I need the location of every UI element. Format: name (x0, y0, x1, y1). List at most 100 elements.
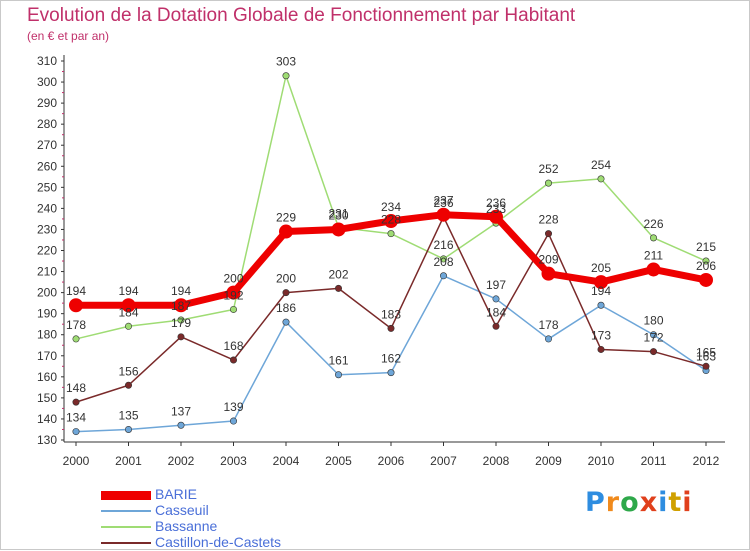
data-point (597, 301, 605, 309)
x-tick-label: 2007 (430, 454, 457, 468)
x-tick-label: 2004 (273, 454, 300, 468)
data-point (174, 298, 188, 313)
data-label: 180 (643, 314, 663, 328)
data-point (649, 348, 657, 356)
data-label: 215 (696, 240, 716, 254)
data-label: 216 (433, 238, 453, 252)
data-label: 165 (696, 345, 716, 359)
data-point (226, 285, 241, 300)
data-label: 234 (381, 200, 401, 214)
data-point (334, 284, 342, 292)
data-point (702, 362, 710, 370)
y-tick-label: 150 (37, 391, 57, 405)
data-label: 194 (66, 284, 86, 298)
data-point (384, 214, 398, 229)
data-point (492, 295, 500, 303)
x-tick-label: 2003 (220, 454, 247, 468)
data-label: 252 (538, 162, 558, 176)
data-point (597, 175, 605, 183)
y-tick-label: 220 (37, 244, 57, 258)
data-point (702, 257, 710, 265)
y-tick-label: 300 (37, 75, 57, 89)
data-point (649, 234, 657, 242)
y-tick-label: 170 (37, 349, 57, 363)
data-point (177, 333, 185, 341)
data-point (387, 230, 395, 238)
y-tick-label: 140 (37, 412, 57, 426)
data-label: 184 (118, 305, 138, 319)
proxiti-logo: Proxiti (585, 487, 693, 518)
y-tick-label: 270 (37, 138, 57, 152)
data-label: 303 (276, 55, 296, 69)
legend-swatch (101, 491, 151, 500)
data-label: 194 (171, 284, 191, 298)
y-tick-label: 160 (37, 370, 57, 384)
data-point (177, 316, 185, 324)
x-tick-label: 2008 (483, 454, 510, 468)
data-point (544, 179, 552, 187)
y-tick-label: 180 (37, 328, 57, 342)
data-point (125, 425, 133, 433)
x-tick-label: 2000 (63, 454, 90, 468)
x-tick-label: 2009 (535, 454, 562, 468)
data-label: 139 (223, 400, 243, 414)
data-point (125, 322, 133, 330)
data-label: 162 (381, 352, 401, 366)
data-label: 237 (433, 194, 453, 208)
y-tick-label: 230 (37, 222, 57, 236)
legend-swatch (101, 542, 151, 544)
data-point (230, 417, 238, 425)
data-point (177, 421, 185, 429)
data-label: 197 (486, 278, 506, 292)
data-label: 172 (643, 331, 663, 345)
data-label: 183 (381, 307, 401, 321)
data-point (282, 318, 290, 326)
data-label: 200 (223, 272, 243, 286)
data-point (282, 72, 290, 80)
data-label: 228 (381, 213, 401, 227)
y-tick-label: 200 (37, 286, 57, 300)
legend-swatch (101, 526, 151, 528)
data-label: 233 (486, 202, 506, 216)
data-label: 137 (171, 404, 191, 418)
data-label: 163 (696, 350, 716, 364)
x-tick-label: 2010 (588, 454, 615, 468)
data-label: 231 (328, 206, 348, 220)
data-label: 187 (171, 299, 191, 313)
data-point (492, 322, 500, 330)
data-point (230, 305, 238, 313)
data-point (646, 262, 661, 277)
data-label: 168 (223, 339, 243, 353)
data-label: 229 (276, 211, 296, 225)
data-point (597, 345, 605, 353)
data-point (544, 230, 552, 238)
x-tick-label: 2005 (325, 454, 352, 468)
y-tick-label: 240 (37, 201, 57, 215)
data-label: 173 (591, 328, 611, 342)
data-label: 179 (171, 316, 191, 330)
legend-label: BARIE (155, 486, 198, 502)
data-label: 194 (118, 284, 138, 298)
data-point (279, 224, 293, 239)
data-label: 208 (433, 255, 453, 269)
data-label: 186 (276, 301, 296, 315)
y-tick-label: 250 (37, 180, 57, 194)
data-label: 206 (696, 259, 716, 273)
data-point (282, 289, 290, 297)
data-label: 236 (486, 196, 506, 210)
data-label: 192 (223, 288, 243, 302)
data-point (387, 324, 395, 332)
data-point (387, 369, 395, 377)
data-label: 134 (66, 411, 86, 425)
x-tick-label: 2012 (693, 454, 720, 468)
data-label: 205 (591, 261, 611, 275)
data-label: 200 (276, 272, 296, 286)
data-label: 226 (643, 217, 663, 231)
x-tick-label: 2001 (115, 454, 142, 468)
data-point (439, 272, 447, 280)
x-tick-label: 2002 (168, 454, 195, 468)
data-point (699, 272, 713, 287)
y-tick-label: 210 (37, 265, 57, 279)
data-label: 178 (66, 318, 86, 332)
